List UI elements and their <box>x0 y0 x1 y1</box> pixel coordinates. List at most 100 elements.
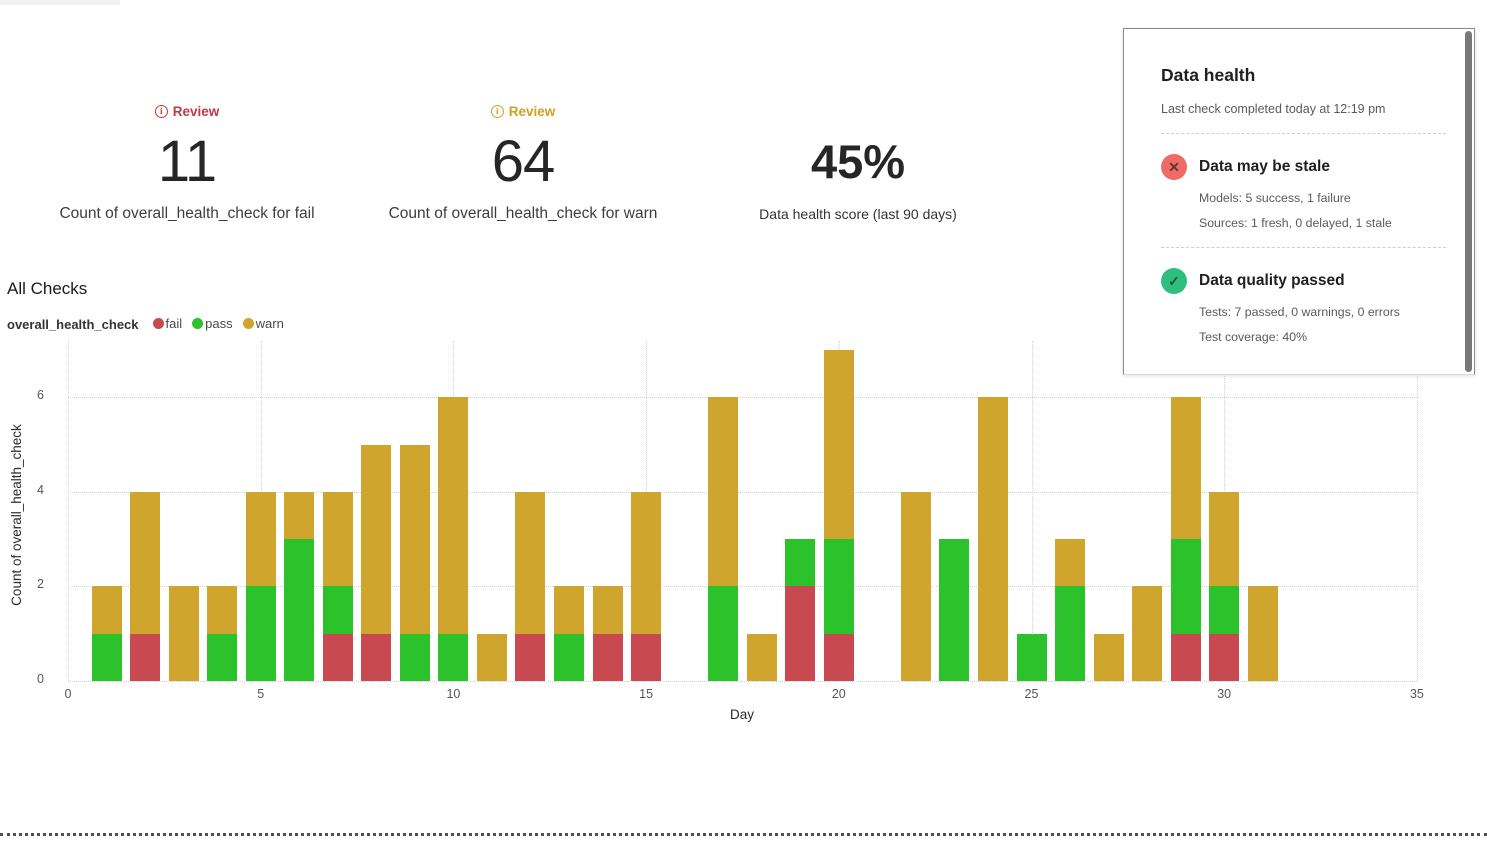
bar-day12-fail[interactable] <box>515 633 546 681</box>
metric-warn-value: 64 <box>491 129 556 194</box>
legend-series-title: overall_health_check <box>7 316 139 332</box>
legend-dot-pass <box>192 318 204 329</box>
bar-day7-warn[interactable] <box>322 491 353 587</box>
x-tick-label: 35 <box>1409 687 1424 701</box>
bar-day9-warn[interactable] <box>399 444 430 634</box>
bar-day5-warn[interactable] <box>245 491 276 587</box>
bar-day13-pass[interactable] <box>554 633 585 681</box>
y-axis-title: Count of overall_health_check <box>9 424 24 606</box>
legend-items: fail pass warn <box>152 316 294 332</box>
data-health-panel: Data health Last check completed today a… <box>1123 28 1475 375</box>
metric-warn-label: Count of overall_health_check for warn <box>388 205 658 222</box>
y-gridline <box>68 397 1417 399</box>
chart-legend: overall_health_check fail pass warn <box>7 316 294 332</box>
panel-tests-line: Tests: 7 passed, 0 warnings, 0 errors <box>1199 305 1400 319</box>
bar-day13-warn[interactable] <box>554 586 585 634</box>
legend-item-fail[interactable]: fail <box>152 316 183 331</box>
x-tick-label: 15 <box>639 687 654 701</box>
panel-divider <box>1161 133 1446 134</box>
legend-dot-fail <box>152 318 164 329</box>
legend-item-label: fail <box>165 316 183 331</box>
bar-day8-fail[interactable] <box>361 633 392 681</box>
x-tick-label: 20 <box>831 687 846 701</box>
bar-day19-pass[interactable] <box>785 539 816 587</box>
bar-day28-warn[interactable] <box>1132 586 1163 681</box>
panel-sources-line: Sources: 1 fresh, 0 delayed, 1 stale <box>1199 216 1392 230</box>
check-circle-icon: ✓ <box>1161 268 1187 294</box>
x-tick-label: 30 <box>1217 687 1232 701</box>
panel-section-title: Data quality passed <box>1199 272 1345 289</box>
bar-day22-warn[interactable] <box>900 491 931 681</box>
bar-day10-warn[interactable] <box>438 397 469 634</box>
bar-day15-warn[interactable] <box>631 491 662 634</box>
bar-day7-fail[interactable] <box>322 633 353 681</box>
bar-day18-warn[interactable] <box>746 633 777 681</box>
legend-item-label: pass <box>205 316 233 331</box>
panel-title: Data health <box>1161 65 1256 85</box>
bar-day7-pass[interactable] <box>322 586 353 634</box>
review-badge-fail[interactable]: i Review <box>57 100 317 122</box>
bar-day15-fail[interactable] <box>631 633 662 681</box>
info-icon: i <box>154 104 168 118</box>
legend-item-warn[interactable]: warn <box>242 316 284 331</box>
y-gridline <box>68 681 1417 682</box>
bar-day30-warn[interactable] <box>1209 491 1240 587</box>
metric-health-score: 45% Data health score (last 90 days) <box>708 100 1008 226</box>
y-tick-label: 0 <box>37 672 44 686</box>
bar-day29-pass[interactable] <box>1170 539 1201 634</box>
bar-day17-warn[interactable] <box>708 397 739 587</box>
bar-day2-fail[interactable] <box>130 633 161 681</box>
bar-day14-warn[interactable] <box>592 586 623 634</box>
metric-health-score-value: 45% <box>810 135 906 188</box>
bar-day26-warn[interactable] <box>1055 539 1086 587</box>
bar-day30-fail[interactable] <box>1209 633 1240 681</box>
metric-fail-count: i Review 11 Count of overall_health_chec… <box>57 100 317 226</box>
bar-day20-fail[interactable] <box>823 633 854 681</box>
bar-day10-pass[interactable] <box>438 633 469 681</box>
panel-coverage-line: Test coverage: 40% <box>1199 330 1307 344</box>
bar-day11-warn[interactable] <box>476 633 507 681</box>
legend-item-pass[interactable]: pass <box>192 316 233 331</box>
bar-day5-pass[interactable] <box>245 586 276 681</box>
bar-day26-pass[interactable] <box>1055 586 1086 681</box>
bar-day31-warn[interactable] <box>1247 586 1278 681</box>
x-axis-title: Day <box>729 707 754 722</box>
bar-day9-pass[interactable] <box>399 633 430 681</box>
x-tick-label: 25 <box>1024 687 1039 701</box>
panel-section-title: Data may be stale <box>1199 158 1330 175</box>
bar-day20-pass[interactable] <box>823 539 854 634</box>
review-badge-warn[interactable]: i Review <box>383 100 663 122</box>
bar-day8-warn[interactable] <box>361 444 392 634</box>
bar-day20-warn[interactable] <box>823 349 854 540</box>
x-circle-icon: ✕ <box>1161 154 1187 180</box>
bar-day29-warn[interactable] <box>1170 397 1201 540</box>
bar-day17-pass[interactable] <box>708 586 739 681</box>
bar-day4-warn[interactable] <box>207 586 238 634</box>
bar-day23-pass[interactable] <box>939 539 970 681</box>
bar-day1-pass[interactable] <box>91 633 122 681</box>
bar-day29-fail[interactable] <box>1170 633 1201 681</box>
bar-day3-warn[interactable] <box>168 586 199 681</box>
bar-day24-warn[interactable] <box>977 397 1008 681</box>
bottom-divider <box>0 833 1487 836</box>
bar-day6-pass[interactable] <box>284 539 315 681</box>
bar-day2-warn[interactable] <box>130 491 161 634</box>
bar-day12-warn[interactable] <box>515 491 546 634</box>
bar-day1-warn[interactable] <box>91 586 122 634</box>
legend-item-label: warn <box>255 316 284 331</box>
bar-day4-pass[interactable] <box>207 633 238 681</box>
legend-dot-warn <box>242 318 254 329</box>
bar-day6-warn[interactable] <box>284 491 315 540</box>
panel-scrollbar[interactable] <box>1465 31 1472 372</box>
bar-day25-pass[interactable] <box>1016 633 1047 681</box>
x-gridline <box>1416 341 1418 681</box>
panel-section-stale: ✕ Data may be stale Models: 5 success, 1… <box>1161 154 1446 230</box>
bar-day27-warn[interactable] <box>1093 633 1124 681</box>
panel-section-quality: ✓ Data quality passed Tests: 7 passed, 0… <box>1161 268 1446 344</box>
bar-day30-pass[interactable] <box>1209 586 1240 634</box>
bar-day14-fail[interactable] <box>592 633 623 681</box>
bar-day19-fail[interactable] <box>785 586 816 681</box>
x-tick-label: 0 <box>64 687 72 701</box>
